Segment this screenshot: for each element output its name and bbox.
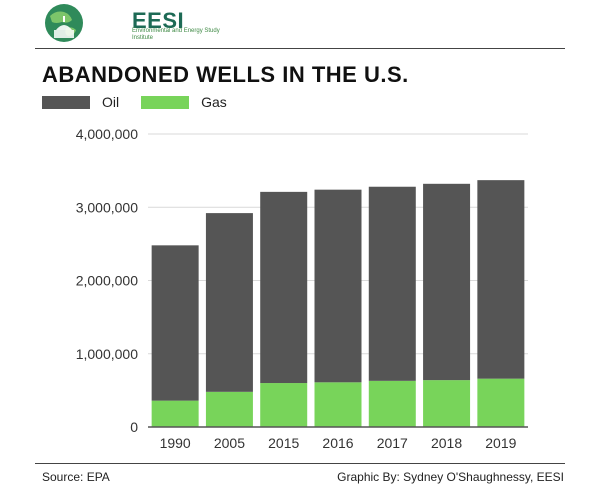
bar-oil — [368, 186, 416, 381]
bar-oil — [423, 183, 471, 381]
bar-gas — [151, 400, 199, 427]
x-tick-label: 2016 — [322, 435, 353, 451]
y-tick-label: 1,000,000 — [76, 346, 138, 362]
x-tick-label: 2005 — [214, 435, 245, 451]
legend-item-oil: Oil — [42, 94, 119, 110]
legend-label-oil: Oil — [102, 94, 120, 110]
x-tick-label: 2019 — [485, 435, 516, 451]
bar-gas — [314, 382, 362, 427]
bar-gas — [423, 380, 471, 427]
x-tick-label: 2018 — [431, 435, 462, 451]
chart-legend: Oil Gas — [42, 94, 249, 110]
bar-gas — [368, 380, 416, 427]
credit-note: Graphic By: Sydney O'Shaughnessy, EESI — [337, 470, 564, 484]
legend-label-gas: Gas — [201, 94, 227, 110]
top-divider — [35, 48, 565, 49]
bar-gas — [477, 378, 525, 427]
legend-item-gas: Gas — [141, 94, 227, 110]
bar-gas — [260, 383, 308, 427]
brand-name: EESI — [132, 8, 185, 33]
x-tick-label: 2015 — [268, 435, 299, 451]
bar-oil — [205, 213, 253, 392]
bottom-divider — [35, 463, 565, 464]
y-tick-label: 3,000,000 — [76, 199, 138, 215]
eesi-logo: EESI Environmental and Energy Study Inst… — [42, 2, 220, 44]
legend-swatch-gas — [141, 95, 190, 109]
y-tick-label: 4,000,000 — [76, 126, 138, 142]
source-note: Source: EPA — [42, 470, 110, 484]
globe-icon — [45, 4, 83, 42]
bar-oil — [477, 180, 525, 379]
bar-oil — [151, 245, 199, 401]
brand-tagline: Environmental and Energy Study Institute — [132, 28, 220, 41]
x-tick-label: 2017 — [377, 435, 408, 451]
y-tick-label: 0 — [130, 419, 138, 435]
bar-oil — [314, 189, 362, 383]
chart-title: ABANDONED WELLS IN THE U.S. — [42, 62, 409, 87]
y-tick-label: 2,000,000 — [76, 273, 138, 289]
bar-oil — [260, 191, 308, 384]
legend-swatch-oil — [42, 95, 90, 109]
x-tick-label: 1990 — [160, 435, 191, 451]
bar-gas — [205, 391, 253, 427]
